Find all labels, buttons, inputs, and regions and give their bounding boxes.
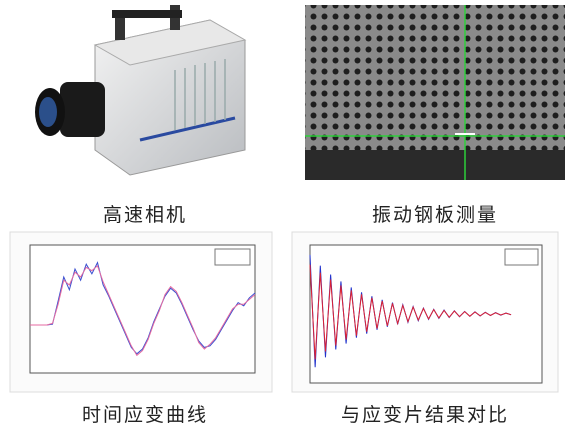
legend — [505, 249, 538, 265]
caption: 与应变片结果对比 — [295, 400, 555, 427]
caption: 振动钢板测量 — [305, 200, 565, 227]
caption: 高速相机 — [15, 200, 275, 227]
legend — [215, 249, 250, 265]
camera-photo — [35, 5, 245, 175]
plate-photo — [305, 5, 565, 180]
figure: 高速相机 振动钢板测量 时间应变曲线 与应变片结果对比 — [0, 0, 569, 430]
caption: 时间应变曲线 — [15, 400, 275, 427]
